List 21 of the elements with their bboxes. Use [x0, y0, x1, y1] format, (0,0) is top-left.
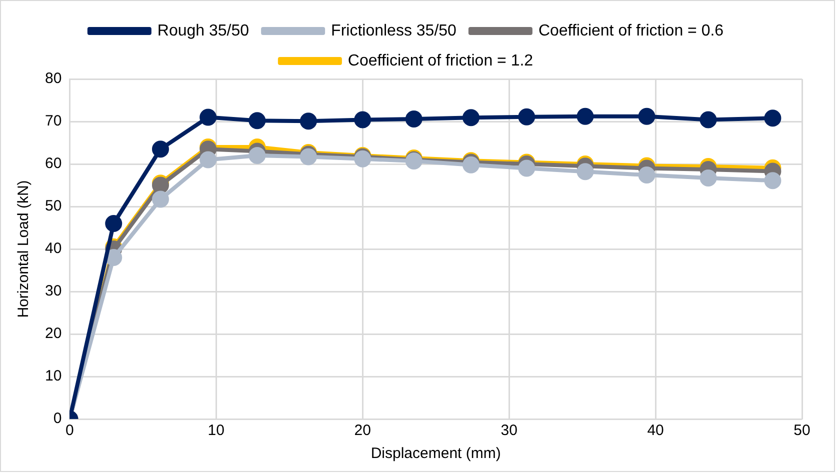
- y-tick-label: 20: [44, 325, 62, 342]
- legend-label: Coefficient of friction = 1.2: [348, 52, 534, 70]
- x-axis-title: Displacement (mm): [370, 445, 501, 462]
- x-tick-label: 20: [354, 422, 371, 440]
- x-tick-label: 0: [66, 422, 74, 440]
- y-tick-label: 40: [44, 240, 62, 258]
- y-tick-label: 0: [53, 410, 62, 428]
- y-tick-label: 80: [44, 70, 62, 88]
- y-tick-label: 30: [44, 282, 62, 300]
- x-tick-label: 30: [500, 422, 518, 440]
- x-tick-label: 50: [794, 422, 810, 440]
- legend-label: Frictionless 35/50: [331, 22, 457, 40]
- y-tick-label: 10: [44, 368, 62, 385]
- x-tick-label: 40: [647, 422, 664, 440]
- y-tick-label: 50: [44, 198, 62, 215]
- x-tick-label: 10: [208, 422, 224, 440]
- y-tick-label: 70: [44, 112, 62, 130]
- legend-label: Coefficient of friction = 0.6: [538, 22, 724, 40]
- legend-label: Rough 35/50: [157, 22, 250, 40]
- y-tick-label: 60: [44, 155, 62, 172]
- y-axis-title: Horizontal Load (kN): [15, 180, 32, 318]
